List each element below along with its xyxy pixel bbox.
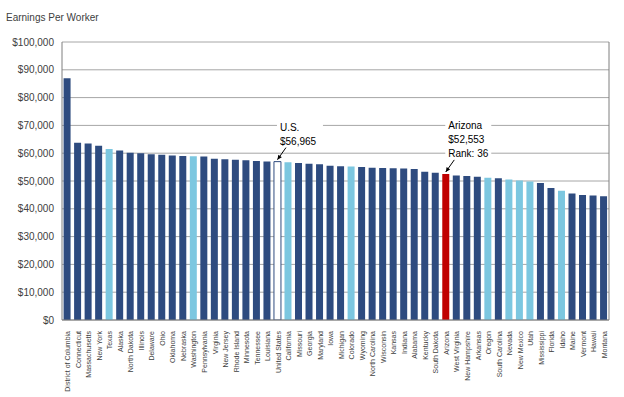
svg-text:California: California: [285, 331, 292, 361]
svg-text:Arizona: Arizona: [443, 331, 450, 355]
svg-text:Oregon: Oregon: [485, 331, 493, 354]
svg-text:$100,000: $100,000: [12, 37, 54, 48]
svg-text:Rank: 36: Rank: 36: [448, 148, 488, 159]
svg-text:Wyoming: Wyoming: [359, 331, 367, 360]
svg-text:Georgia: Georgia: [306, 331, 314, 356]
svg-text:Wisconsin: Wisconsin: [380, 331, 387, 363]
svg-text:South Dakota: South Dakota: [432, 331, 439, 374]
svg-text:Arkansas: Arkansas: [475, 331, 482, 361]
svg-text:Connecticut: Connecticut: [75, 331, 82, 368]
svg-text:Utah: Utah: [527, 331, 534, 346]
svg-text:Maine: Maine: [569, 331, 576, 350]
svg-text:Indiana: Indiana: [401, 331, 408, 354]
svg-text:Kentucky: Kentucky: [422, 331, 430, 360]
svg-text:District of Columbia: District of Columbia: [64, 331, 71, 392]
svg-text:Montana: Montana: [601, 331, 608, 358]
svg-text:North Carolina: North Carolina: [369, 331, 376, 376]
svg-text:Alabama: Alabama: [411, 331, 418, 359]
svg-text:Washington: Washington: [190, 331, 198, 368]
svg-text:$70,000: $70,000: [18, 120, 55, 131]
svg-text:South Carolina: South Carolina: [496, 331, 503, 377]
svg-text:Massachusetts: Massachusetts: [85, 331, 92, 378]
svg-text:Virginia: Virginia: [212, 331, 220, 354]
svg-text:Rhode Island: Rhode Island: [233, 331, 240, 372]
svg-text:$40,000: $40,000: [18, 203, 55, 214]
svg-text:West Virginia: West Virginia: [453, 331, 461, 372]
svg-text:North Dakota: North Dakota: [127, 331, 134, 372]
svg-text:$50,000: $50,000: [18, 176, 55, 187]
svg-text:Iowa: Iowa: [327, 331, 334, 346]
svg-text:Michigan: Michigan: [338, 331, 346, 359]
svg-text:United States: United States: [275, 331, 282, 374]
svg-text:Delaware: Delaware: [148, 331, 155, 361]
svg-text:Texas: Texas: [106, 331, 113, 350]
svg-text:New Mexico: New Mexico: [517, 331, 524, 369]
svg-text:Maryland: Maryland: [317, 331, 325, 360]
svg-text:Alaska: Alaska: [117, 331, 124, 352]
svg-text:$56,965: $56,965: [280, 136, 317, 147]
svg-text:Minnesota: Minnesota: [243, 331, 250, 363]
svg-text:Tennessee: Tennessee: [254, 331, 261, 365]
svg-text:Nevada: Nevada: [506, 331, 513, 355]
svg-text:Kansas: Kansas: [390, 331, 397, 355]
svg-text:New Jersey: New Jersey: [222, 331, 230, 368]
svg-text:Florida: Florida: [548, 331, 555, 353]
svg-text:Mississippi: Mississippi: [538, 331, 546, 365]
svg-text:Illinois: Illinois: [138, 331, 145, 351]
svg-text:Missouri: Missouri: [296, 331, 303, 358]
svg-text:Ohio: Ohio: [159, 331, 166, 346]
svg-text:Nebraska: Nebraska: [180, 331, 187, 361]
svg-text:$30,000: $30,000: [18, 231, 55, 242]
svg-text:Hawaii: Hawaii: [590, 331, 597, 352]
svg-text:Pennsylvania: Pennsylvania: [201, 331, 209, 373]
svg-text:Louisiana: Louisiana: [264, 331, 271, 361]
svg-text:Colorado: Colorado: [348, 331, 355, 360]
svg-text:$52,553: $52,553: [448, 134, 485, 145]
svg-text:$60,000: $60,000: [18, 148, 55, 159]
svg-text:$20,000: $20,000: [18, 259, 55, 270]
svg-text:New York: New York: [96, 331, 103, 361]
svg-text:Vermont: Vermont: [580, 331, 587, 357]
svg-text:Arizona: Arizona: [448, 120, 482, 131]
svg-text:$10,000: $10,000: [18, 287, 55, 298]
svg-text:New Hampshire: New Hampshire: [464, 331, 472, 381]
svg-text:Idaho: Idaho: [559, 331, 566, 349]
svg-text:$0: $0: [43, 315, 55, 326]
svg-text:U.S.: U.S.: [280, 122, 299, 133]
svg-text:Oklahoma: Oklahoma: [169, 331, 176, 363]
svg-text:$90,000: $90,000: [18, 64, 55, 75]
svg-text:$80,000: $80,000: [18, 92, 55, 103]
html-text:Earnings Per Worker: Earnings Per Worker: [6, 12, 99, 23]
